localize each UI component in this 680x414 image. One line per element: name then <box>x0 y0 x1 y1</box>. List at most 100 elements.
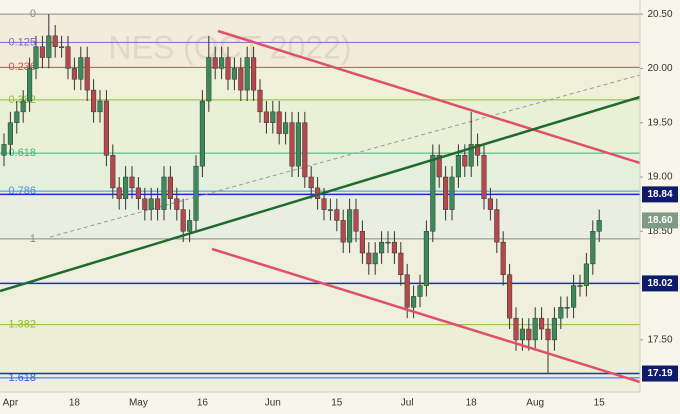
candle-body <box>391 241 397 254</box>
candle-body <box>590 231 596 265</box>
price-box-label: 18.84 <box>647 189 672 200</box>
candle-body <box>532 317 538 341</box>
price-box <box>642 186 678 203</box>
fib-label: 0 <box>30 8 36 20</box>
fib-label: 0.618 <box>8 147 36 159</box>
candle-body <box>161 176 167 210</box>
candle-body <box>443 176 449 210</box>
fib-zone <box>0 191 640 239</box>
candle-body <box>385 241 391 244</box>
x-tick-label: 18 <box>466 398 478 409</box>
y-tick-label: 18.50 <box>647 226 672 237</box>
candle-body <box>52 35 58 47</box>
candle-body <box>596 220 602 232</box>
candle-body <box>539 317 545 330</box>
candle-body <box>231 68 237 80</box>
price-box <box>642 365 678 382</box>
y-tick-label: 17.50 <box>647 335 672 346</box>
candle-body <box>103 100 109 156</box>
price-axis <box>640 0 680 414</box>
fib-label: 1.618 <box>8 372 36 384</box>
candle-body <box>366 252 372 265</box>
candle-body <box>46 35 52 58</box>
candle-body <box>468 144 474 167</box>
candle-body <box>199 100 205 167</box>
candle-body <box>481 155 487 199</box>
fib-label: 0.125 <box>8 36 36 48</box>
candle-body <box>193 165 199 221</box>
candle-body <box>78 57 84 80</box>
x-tick-label: 18 <box>69 398 81 409</box>
candle-body <box>251 57 257 91</box>
candle-body <box>372 252 378 265</box>
fib-label: 1.382 <box>8 319 36 331</box>
candle-body <box>270 111 276 123</box>
candle-body <box>404 274 410 308</box>
candle-body <box>347 209 353 243</box>
candle-body <box>430 155 436 232</box>
trend-line-green <box>0 95 641 293</box>
x-tick-label: 16 <box>197 398 209 409</box>
candle-body <box>487 198 493 210</box>
fib-zone <box>0 153 640 192</box>
fib-zone <box>0 14 640 43</box>
y-tick-label: 19.00 <box>647 172 672 183</box>
fib-zone <box>0 377 640 392</box>
candle-body <box>142 198 148 210</box>
candle-body <box>148 198 154 210</box>
fib-label: 0.786 <box>8 185 36 197</box>
candle-body <box>84 57 90 91</box>
candle-body <box>417 285 423 297</box>
candle-body <box>276 111 282 134</box>
x-tick-label: 15 <box>594 398 606 409</box>
candle-body <box>302 122 308 178</box>
candle-body <box>110 155 116 189</box>
candle-body <box>116 187 122 199</box>
candle-body <box>167 176 173 199</box>
candle-body <box>123 176 129 199</box>
x-tick-label: Aug <box>526 398 544 409</box>
candle-body <box>583 263 589 286</box>
candle-body <box>475 144 481 156</box>
candle-body <box>577 285 583 287</box>
candle-body <box>359 231 365 254</box>
trend-line <box>49 74 641 238</box>
candle-body <box>507 274 513 319</box>
candle-body <box>65 46 71 69</box>
candle-body <box>519 328 525 341</box>
candle-body <box>353 209 359 232</box>
last-price-box <box>642 212 678 229</box>
candle-body <box>334 209 340 221</box>
candle-body <box>494 209 500 243</box>
candle-body <box>97 100 103 113</box>
channel-upper <box>217 29 641 165</box>
candle-body <box>129 176 135 189</box>
price-box-label: 18.02 <box>647 278 672 289</box>
candle-body <box>308 176 314 189</box>
candle-body <box>180 209 186 232</box>
x-tick-label: 15 <box>331 398 343 409</box>
x-tick-label: Jul <box>401 398 414 409</box>
x-tick-label: Jun <box>265 398 281 409</box>
candle-body <box>398 252 404 275</box>
candle-body <box>340 220 346 243</box>
candle-body <box>564 307 570 309</box>
candle-body <box>571 285 577 308</box>
candle-body <box>321 198 327 210</box>
candle-body <box>219 57 225 69</box>
candle-body <box>91 89 97 113</box>
candle-body <box>526 328 532 341</box>
candle-body <box>187 220 193 232</box>
candle-body <box>39 46 45 58</box>
y-tick-label: 20.50 <box>647 9 672 20</box>
candle-body <box>244 57 250 91</box>
candle-body <box>411 296 417 308</box>
candle-body <box>257 89 263 113</box>
candle-body <box>295 122 301 167</box>
candle-body <box>71 68 77 80</box>
candle-body <box>283 122 289 134</box>
candle-body <box>174 198 180 210</box>
candle-body <box>225 57 231 80</box>
candle-body <box>455 155 461 178</box>
